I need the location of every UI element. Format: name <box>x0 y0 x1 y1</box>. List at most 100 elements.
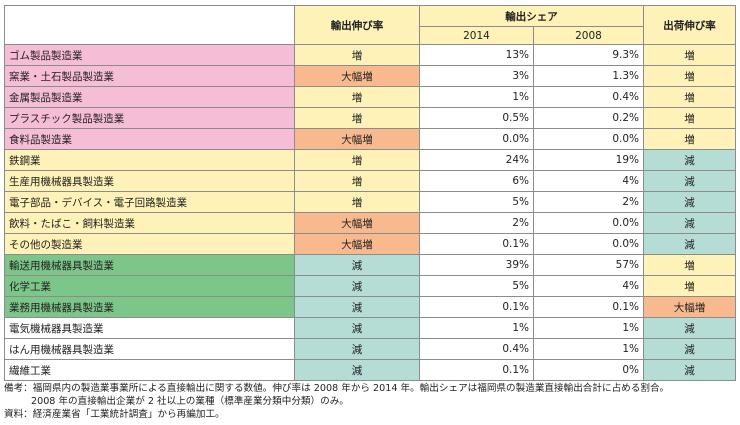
industry-cell: 業務用機械器具製造業 <box>5 297 295 318</box>
industry-header <box>5 6 295 45</box>
industry-cell: 鉄鋼業 <box>5 150 295 171</box>
industry-cell: 飲料・たばこ・飼料製造業 <box>5 213 295 234</box>
share-2014-cell: 0.1% <box>420 234 534 255</box>
share-2008-cell: 0.0% <box>534 213 644 234</box>
shipment-growth-cell: 増 <box>644 66 736 87</box>
footnote-remarks: 備考：福岡県内の製造業事業所による直接輸出に関する数値。伸び率は 2008 年か… <box>4 382 669 395</box>
share-2008-cell: 2% <box>534 192 644 213</box>
industry-cell: 化学工業 <box>5 276 295 297</box>
export-growth-cell: 大幅増 <box>295 129 420 150</box>
export-growth-cell: 減 <box>295 339 420 360</box>
shipment-growth-cell: 減 <box>644 213 736 234</box>
export-industry-table: 輸出伸び率 輸出シェア 出荷伸び率 2014 2008 ゴム製品製造業 増 13… <box>4 5 736 381</box>
shipment-growth-cell: 減 <box>644 192 736 213</box>
export-growth-cell: 増 <box>295 150 420 171</box>
export-growth-cell: 大幅増 <box>295 234 420 255</box>
table-row: 業務用機械器具製造業 減 0.1% 0.1% 大幅増 <box>5 297 736 318</box>
table-row: プラスチック製品製造業 増 0.5% 0.2% 増 <box>5 108 736 129</box>
shipment-growth-header: 出荷伸び率 <box>644 6 736 45</box>
export-growth-cell: 増 <box>295 192 420 213</box>
share-2014-cell: 0.5% <box>420 108 534 129</box>
table-row: 電子部品・デバイス・電子回路製造業 増 5% 2% 減 <box>5 192 736 213</box>
industry-cell: 生産用機械器具製造業 <box>5 171 295 192</box>
table-row: 金属製品製造業 増 1% 0.4% 増 <box>5 87 736 108</box>
export-growth-cell: 増 <box>295 45 420 66</box>
share-2014-cell: 0.1% <box>420 297 534 318</box>
share-2008-cell: 9.3% <box>534 45 644 66</box>
table-row: はん用機械器具製造業 減 0.4% 1% 減 <box>5 339 736 360</box>
share-2008-cell: 0.2% <box>534 108 644 129</box>
share-2008-cell: 19% <box>534 150 644 171</box>
share-2008-cell: 1% <box>534 339 644 360</box>
share-2014-cell: 24% <box>420 150 534 171</box>
shipment-growth-cell: 減 <box>644 339 736 360</box>
export-growth-cell: 大幅増 <box>295 213 420 234</box>
table-row: 飲料・たばこ・飼料製造業 大幅増 2% 0.0% 減 <box>5 213 736 234</box>
export-growth-cell: 減 <box>295 318 420 339</box>
table-row: 窯業・土石製品製造業 大幅増 3% 1.3% 増 <box>5 66 736 87</box>
share-2008-cell: 0.4% <box>534 87 644 108</box>
shipment-growth-cell: 増 <box>644 108 736 129</box>
industry-cell: 輸送用機械器具製造業 <box>5 255 295 276</box>
industry-cell: 繊維工業 <box>5 360 295 381</box>
industry-cell: はん用機械器具製造業 <box>5 339 295 360</box>
footnote-remarks-continued: 2008 年の直接輸出企業が 2 社以上の業種（標準産業分類中分類）のみ。 <box>4 395 669 408</box>
share-2014-cell: 2% <box>420 213 534 234</box>
export-growth-cell: 減 <box>295 360 420 381</box>
table-row: 鉄鋼業 増 24% 19% 減 <box>5 150 736 171</box>
share-2014-cell: 3% <box>420 66 534 87</box>
shipment-growth-cell: 増 <box>644 45 736 66</box>
industry-cell: 窯業・土石製品製造業 <box>5 66 295 87</box>
shipment-growth-cell: 減 <box>644 360 736 381</box>
export-growth-cell: 増 <box>295 87 420 108</box>
table-row: 生産用機械器具製造業 増 6% 4% 減 <box>5 171 736 192</box>
share-2008-cell: 4% <box>534 276 644 297</box>
industry-cell: 金属製品製造業 <box>5 87 295 108</box>
industry-cell: その他の製造業 <box>5 234 295 255</box>
export-growth-cell: 減 <box>295 297 420 318</box>
share-2008-cell: 0.0% <box>534 129 644 150</box>
industry-cell: プラスチック製品製造業 <box>5 108 295 129</box>
table-row: 化学工業 減 5% 4% 増 <box>5 276 736 297</box>
year-2008-header: 2008 <box>534 27 644 45</box>
shipment-growth-cell: 減 <box>644 171 736 192</box>
industry-cell: 電気機械器具製造業 <box>5 318 295 339</box>
shipment-growth-cell: 増 <box>644 87 736 108</box>
table-row: 繊維工業 減 0.1% 0% 減 <box>5 360 736 381</box>
share-2014-cell: 0.4% <box>420 339 534 360</box>
table-row: 電気機械器具製造業 減 1% 1% 減 <box>5 318 736 339</box>
shipment-growth-cell: 増 <box>644 255 736 276</box>
share-2014-cell: 13% <box>420 45 534 66</box>
share-2014-cell: 1% <box>420 87 534 108</box>
share-2008-cell: 1.3% <box>534 66 644 87</box>
year-2014-header: 2014 <box>420 27 534 45</box>
export-growth-header: 輸出伸び率 <box>295 6 420 45</box>
shipment-growth-cell: 減 <box>644 318 736 339</box>
share-2014-cell: 1% <box>420 318 534 339</box>
share-2008-cell: 0% <box>534 360 644 381</box>
export-growth-cell: 増 <box>295 171 420 192</box>
share-2008-cell: 0.0% <box>534 234 644 255</box>
shipment-growth-cell: 増 <box>644 129 736 150</box>
share-2014-cell: 39% <box>420 255 534 276</box>
export-growth-cell: 大幅増 <box>295 66 420 87</box>
shipment-growth-cell: 減 <box>644 150 736 171</box>
share-2014-cell: 0.0% <box>420 129 534 150</box>
export-growth-cell: 減 <box>295 255 420 276</box>
shipment-growth-cell: 大幅増 <box>644 297 736 318</box>
share-2008-cell: 1% <box>534 318 644 339</box>
table-row: 食料品製造業 大幅増 0.0% 0.0% 増 <box>5 129 736 150</box>
share-2014-cell: 0.1% <box>420 360 534 381</box>
table-row: ゴム製品製造業 増 13% 9.3% 増 <box>5 45 736 66</box>
shipment-growth-cell: 減 <box>644 234 736 255</box>
footnotes: 備考：福岡県内の製造業事業所による直接輸出に関する数値。伸び率は 2008 年か… <box>4 382 669 421</box>
table-row: 輸送用機械器具製造業 減 39% 57% 増 <box>5 255 736 276</box>
share-2008-cell: 57% <box>534 255 644 276</box>
industry-cell: ゴム製品製造業 <box>5 45 295 66</box>
shipment-growth-cell: 増 <box>644 276 736 297</box>
export-growth-cell: 減 <box>295 276 420 297</box>
share-2014-cell: 5% <box>420 192 534 213</box>
share-2008-cell: 4% <box>534 171 644 192</box>
export-share-header: 輸出シェア <box>420 6 644 27</box>
industry-cell: 電子部品・デバイス・電子回路製造業 <box>5 192 295 213</box>
